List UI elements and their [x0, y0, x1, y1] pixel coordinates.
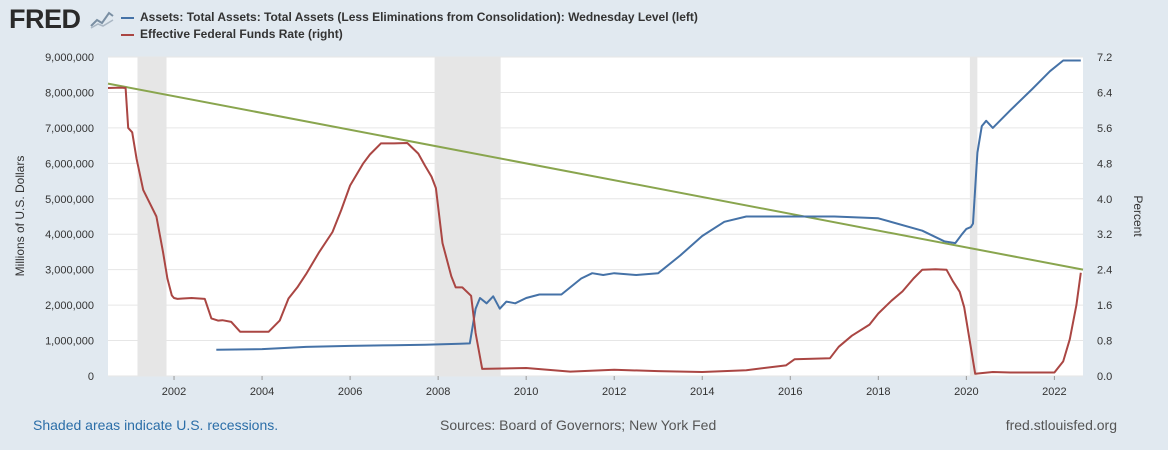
y-left-tick-label: 2,000,000	[45, 300, 94, 312]
plot-background	[108, 57, 1083, 376]
x-tick-label: 2012	[602, 386, 626, 398]
y-left-tick-label: 1,000,000	[45, 336, 94, 348]
recession-shading	[137, 57, 978, 376]
y-right-tick-label: 3.2	[1097, 229, 1112, 241]
legend-label-assets: Assets: Total Assets: Total Assets (Less…	[140, 10, 698, 24]
y-right-tick-label: 6.4	[1097, 87, 1112, 99]
y-left-tick-label: 8,000,000	[45, 87, 94, 99]
x-tick-label: 2002	[162, 386, 186, 398]
chart: 2002 2004 2006 2008 2010 2012 2014 2016 2018 2020…	[13, 52, 1145, 398]
fred-logo[interactable]: FRED	[9, 4, 115, 34]
fred-wordmark: FRED	[9, 4, 81, 34]
trend-line	[107, 82, 1084, 271]
x-tick-label: 2018	[866, 386, 890, 398]
y-axis-left-title: Millions of U.S. Dollars	[13, 156, 27, 277]
x-tick-label: 2006	[338, 386, 362, 398]
y-left-tick-label: 4,000,000	[45, 229, 94, 241]
y-left-tick-label: 5,000,000	[45, 194, 94, 206]
y-axis-left-ticks: 0 1,000,000 2,000,000 3,000,000 4,000,000 5,0…	[45, 52, 94, 383]
x-axis-ticks: 2002 2004 2006 2008 2010 2012 2014 2016 2018 2020…	[162, 376, 1067, 398]
series-line-fed-funds	[107, 86, 1082, 375]
y-right-tick-label: 2.4	[1097, 265, 1112, 277]
series-line-assets	[216, 59, 1081, 351]
y-left-tick-label: 9,000,000	[45, 52, 94, 64]
y-right-tick-label: 0.8	[1097, 336, 1112, 348]
legend-swatch-fed-funds	[121, 33, 134, 36]
y-right-tick-label: 5.6	[1097, 123, 1112, 135]
y-axis-right-title: Percent	[1131, 195, 1145, 237]
y-left-tick-label: 0	[88, 371, 94, 383]
series-lines	[107, 59, 1084, 375]
y-left-tick-label: 7,000,000	[45, 123, 94, 135]
chart-legend: Assets: Total Assets: Total Assets (Less…	[121, 9, 698, 43]
legend-item-fed-funds[interactable]: Effective Federal Funds Rate (right)	[121, 26, 698, 43]
x-tick-label: 2010	[514, 386, 538, 398]
y-right-tick-label: 4.8	[1097, 158, 1112, 170]
x-tick-label: 2016	[778, 386, 802, 398]
sources-text: Sources: Board of Governors; New York Fe…	[440, 417, 717, 433]
legend-item-assets[interactable]: Assets: Total Assets: Total Assets (Less…	[121, 9, 698, 26]
grid	[108, 56, 1083, 377]
x-tick-label: 2020	[954, 386, 978, 398]
x-tick-label: 2004	[250, 386, 274, 398]
legend-swatch-assets	[121, 16, 134, 19]
recession-note-link[interactable]: Shaded areas indicate U.S. recessions.	[33, 417, 279, 433]
y-axis-right-ticks: 0.0 0.8 1.6 2.4 3.2 4.0 4.8 5.6 6.4 7.2	[1097, 52, 1112, 383]
y-left-tick-label: 3,000,000	[45, 265, 94, 277]
legend-label-fed-funds: Effective Federal Funds Rate (right)	[140, 27, 343, 41]
x-tick-label: 2022	[1042, 386, 1066, 398]
y-right-tick-label: 1.6	[1097, 300, 1112, 312]
x-tick-label: 2008	[426, 386, 450, 398]
site-link[interactable]: fred.stlouisfed.org	[1005, 417, 1117, 433]
fred-logo-chart-icon	[89, 8, 115, 30]
x-tick-label: 2014	[690, 386, 714, 398]
header: FRED Assets: Total Assets: Total Assets …	[0, 0, 1168, 48]
y-right-tick-label: 0.0	[1097, 371, 1112, 383]
recession-bar	[137, 57, 167, 376]
y-right-tick-label: 7.2	[1097, 52, 1112, 64]
recession-bar	[434, 57, 501, 376]
y-right-tick-label: 4.0	[1097, 194, 1112, 206]
y-left-tick-label: 6,000,000	[45, 158, 94, 170]
